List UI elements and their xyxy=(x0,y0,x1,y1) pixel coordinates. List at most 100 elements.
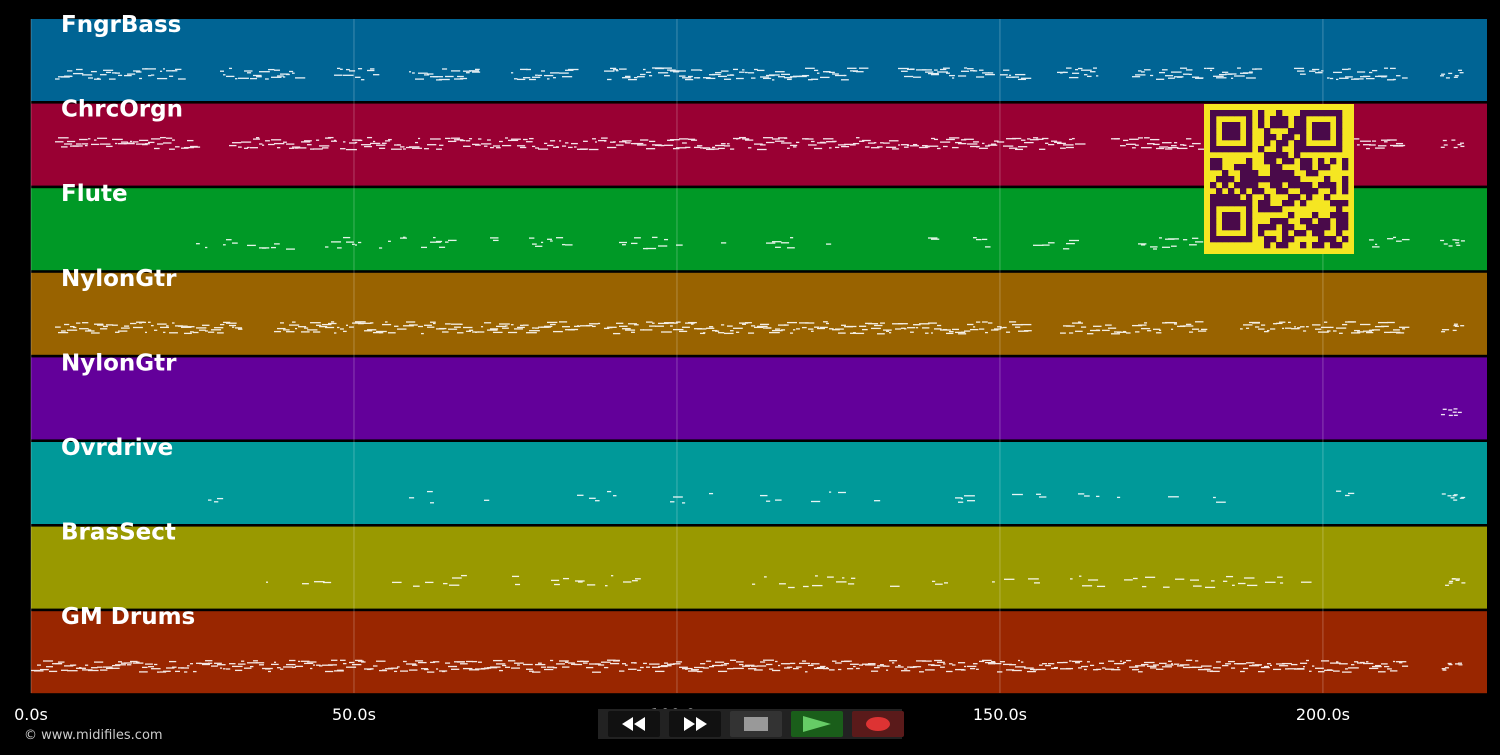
qr-module xyxy=(1300,218,1307,225)
qr-module xyxy=(1276,206,1283,213)
icon xyxy=(744,717,768,731)
record-button[interactable] xyxy=(852,711,904,737)
qr-module xyxy=(1246,176,1253,183)
qr-module xyxy=(1252,188,1259,195)
qr-module xyxy=(1258,188,1265,195)
qr-module xyxy=(1300,134,1307,141)
qr-module xyxy=(1276,170,1283,177)
qr-module xyxy=(1234,146,1241,153)
stop-button[interactable] xyxy=(730,711,782,737)
qr-module xyxy=(1294,152,1301,159)
qr-module xyxy=(1246,128,1253,135)
qr-module xyxy=(1222,224,1229,231)
play-button[interactable] xyxy=(791,711,843,737)
qr-module xyxy=(1264,134,1271,141)
qr-module xyxy=(1300,146,1307,153)
qr-module xyxy=(1252,182,1259,189)
qr-module xyxy=(1216,236,1223,243)
qr-module xyxy=(1306,146,1313,153)
qr-module xyxy=(1342,200,1349,207)
qr-module xyxy=(1222,176,1229,183)
qr-module xyxy=(1342,218,1349,225)
qr-module xyxy=(1336,212,1343,219)
forward-button[interactable] xyxy=(669,711,721,737)
qr-module xyxy=(1306,224,1313,231)
qr-module xyxy=(1240,200,1247,207)
qr-module xyxy=(1246,170,1253,177)
qr-module xyxy=(1342,224,1349,231)
qr-module xyxy=(1318,230,1325,237)
qr-module xyxy=(1282,224,1289,231)
track-lane xyxy=(31,526,1487,609)
track-name: FngrBass xyxy=(61,12,181,38)
qr-module xyxy=(1240,170,1247,177)
qr-module xyxy=(1300,182,1307,189)
qr-module xyxy=(1246,218,1253,225)
qr-module xyxy=(1294,146,1301,153)
qr-module xyxy=(1240,176,1247,183)
qr-module xyxy=(1246,224,1253,231)
note-pattern xyxy=(1440,408,1462,417)
qr-module xyxy=(1336,134,1343,141)
icon xyxy=(622,717,645,731)
qr-module xyxy=(1342,188,1349,195)
qr-module xyxy=(1264,200,1271,207)
qr-module xyxy=(1324,146,1331,153)
track-lane xyxy=(31,611,1487,694)
qr-module xyxy=(1300,110,1307,117)
qr-module xyxy=(1240,164,1247,171)
qr-module xyxy=(1264,194,1271,201)
qr-module xyxy=(1300,158,1307,165)
track-name: NylonGtr xyxy=(61,266,177,292)
qr-module xyxy=(1246,212,1253,219)
qr-module xyxy=(1276,116,1283,123)
qr-module xyxy=(1270,158,1277,165)
qr-module xyxy=(1240,182,1247,189)
qr-module xyxy=(1210,224,1217,231)
track-name: GM Drums xyxy=(61,604,195,630)
qr-module xyxy=(1324,218,1331,225)
qr-module xyxy=(1282,122,1289,129)
note-pattern xyxy=(55,321,1465,335)
qr-module xyxy=(1234,122,1241,129)
qr-module xyxy=(1228,218,1235,225)
qr-module xyxy=(1270,122,1277,129)
qr-module xyxy=(1330,158,1337,165)
qr-module xyxy=(1264,158,1271,165)
qr-module xyxy=(1228,128,1235,135)
qr-module xyxy=(1318,182,1325,189)
qr-module xyxy=(1210,122,1217,129)
qr-module xyxy=(1216,158,1223,165)
qr-module xyxy=(1264,236,1271,243)
track-name: BrasSect xyxy=(61,520,176,546)
qr-module xyxy=(1210,164,1217,171)
qr-module xyxy=(1330,236,1337,243)
qr-module xyxy=(1276,140,1283,147)
qr-module xyxy=(1336,110,1343,117)
qr-module xyxy=(1288,212,1295,219)
icon xyxy=(803,716,831,732)
qr-module xyxy=(1312,242,1319,249)
qr-module xyxy=(1330,146,1337,153)
qr-module xyxy=(1222,236,1229,243)
qr-module xyxy=(1210,218,1217,225)
qr-module xyxy=(1210,110,1217,117)
qr-module xyxy=(1312,146,1319,153)
track-name: NylonGtr xyxy=(61,350,177,376)
qr-module xyxy=(1300,128,1307,135)
qr-module xyxy=(1336,218,1343,225)
qr-module xyxy=(1270,134,1277,141)
rewind-button[interactable] xyxy=(608,711,660,737)
qr-module xyxy=(1312,110,1319,117)
qr-module xyxy=(1264,242,1271,249)
qr-module xyxy=(1234,110,1241,117)
qr-module xyxy=(1264,224,1271,231)
qr-module xyxy=(1240,236,1247,243)
track-lane xyxy=(31,19,1487,101)
qr-module xyxy=(1306,158,1313,165)
qr-module xyxy=(1294,230,1301,237)
qr-module xyxy=(1330,200,1337,207)
qr-module xyxy=(1342,182,1349,189)
x-tick-label: 150.0s xyxy=(973,705,1027,724)
